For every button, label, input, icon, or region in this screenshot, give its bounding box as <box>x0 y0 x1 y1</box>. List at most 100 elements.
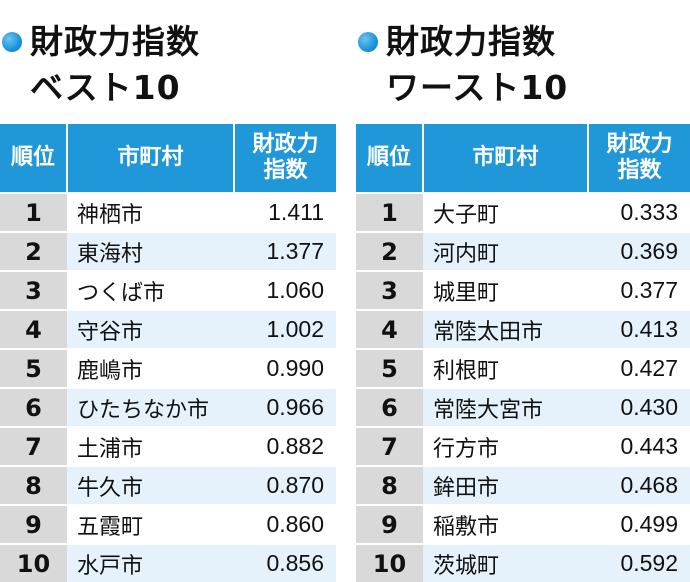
best-panel: 財政力指数 ベスト10 順位 市町村 財政力 指数 1 神栖市 1.411 2 東海村 1… <box>0 0 336 582</box>
table-row: 1 神栖市 1.411 <box>0 192 336 232</box>
table-row: 3 城里町 0.377 <box>356 270 690 310</box>
index-value-cell: 0.427 <box>588 348 690 388</box>
index-value-cell: 0.443 <box>588 426 690 466</box>
header-index: 財政力 指数 <box>587 124 690 193</box>
worst-table: 順位 市町村 財政力 指数 1 大子町 0.333 2 河内町 0.369 3 城里町 0.37… <box>356 124 690 582</box>
header-index: 財政力 指数 <box>233 124 336 193</box>
table-row: 9 稲敷市 0.499 <box>356 504 690 544</box>
rank-cell: 2 <box>356 231 423 271</box>
best-subtitle: ベスト10 <box>30 68 181 107</box>
index-value-cell: 0.990 <box>234 348 336 388</box>
index-value-cell: 0.369 <box>588 231 690 271</box>
city-cell: 常陸大宮市 <box>423 387 588 427</box>
worst-table-body: 1 大子町 0.333 2 河内町 0.369 3 城里町 0.377 4 常陸太田市 0.413 5 利… <box>356 192 690 582</box>
city-cell: 五霞町 <box>67 504 234 544</box>
index-value-cell: 1.060 <box>234 270 336 310</box>
table-row: 3 つくば市 1.060 <box>0 270 336 310</box>
rank-cell: 8 <box>0 465 67 505</box>
table-row: 2 河内町 0.369 <box>356 231 690 271</box>
table-row: 6 常陸大宮市 0.430 <box>356 387 690 427</box>
city-cell: 水戸市 <box>67 543 234 582</box>
index-value-cell: 0.592 <box>588 543 690 582</box>
worst-panel: 財政力指数 ワースト10 順位 市町村 財政力 指数 1 大子町 0.333 2 河内町… <box>356 0 690 582</box>
city-cell: 神栖市 <box>67 192 234 232</box>
header-rank: 順位 <box>0 124 67 193</box>
rank-cell: 6 <box>0 387 67 427</box>
header-rank: 順位 <box>356 124 423 193</box>
rank-cell: 3 <box>356 270 423 310</box>
city-cell: 東海村 <box>67 231 234 271</box>
city-cell: 城里町 <box>423 270 588 310</box>
rank-cell: 9 <box>0 504 67 544</box>
header-city: 市町村 <box>66 124 234 193</box>
rank-cell: 9 <box>356 504 423 544</box>
table-row: 8 牛久市 0.870 <box>0 465 336 505</box>
index-value-cell: 0.966 <box>234 387 336 427</box>
rank-cell: 3 <box>0 270 67 310</box>
table-row: 10 水戸市 0.856 <box>0 543 336 582</box>
rank-cell: 5 <box>356 348 423 388</box>
index-value-cell: 1.002 <box>234 309 336 349</box>
city-cell: 利根町 <box>423 348 588 388</box>
table-row: 5 鹿嶋市 0.990 <box>0 348 336 388</box>
city-cell: 行方市 <box>423 426 588 466</box>
rank-cell: 6 <box>356 387 423 427</box>
table-row: 7 土浦市 0.882 <box>0 426 336 466</box>
table-row: 1 大子町 0.333 <box>356 192 690 232</box>
table-row: 4 守谷市 1.002 <box>0 309 336 349</box>
worst-subtitle: ワースト10 <box>386 68 569 107</box>
rank-cell: 10 <box>0 543 67 582</box>
best-table-body: 1 神栖市 1.411 2 東海村 1.377 3 つくば市 1.060 4 守谷市 1.002 5 鹿嶋… <box>0 192 336 582</box>
index-value-cell: 1.411 <box>234 192 336 232</box>
index-value-cell: 0.499 <box>588 504 690 544</box>
index-value-cell: 0.413 <box>588 309 690 349</box>
city-cell: 鉾田市 <box>423 465 588 505</box>
city-cell: 鹿嶋市 <box>67 348 234 388</box>
table-row: 8 鉾田市 0.468 <box>356 465 690 505</box>
table-row: 10 茨城町 0.592 <box>356 543 690 582</box>
table-row: 9 五霞町 0.860 <box>0 504 336 544</box>
city-cell: 稲敷市 <box>423 504 588 544</box>
worst-heading: 財政力指数 ワースト10 <box>356 0 690 124</box>
rank-cell: 5 <box>0 348 67 388</box>
city-cell: 茨城町 <box>423 543 588 582</box>
rank-cell: 8 <box>356 465 423 505</box>
index-value-cell: 0.333 <box>588 192 690 232</box>
table-row: 6 ひたちなか市 0.966 <box>0 387 336 427</box>
city-cell: 常陸太田市 <box>423 309 588 349</box>
rank-cell: 2 <box>0 231 67 271</box>
city-cell: 守谷市 <box>67 309 234 349</box>
table-row: 5 利根町 0.427 <box>356 348 690 388</box>
worst-title: 財政力指数 <box>386 22 556 61</box>
index-value-cell: 0.430 <box>588 387 690 427</box>
best-heading: 財政力指数 ベスト10 <box>0 0 336 124</box>
index-value-cell: 0.860 <box>234 504 336 544</box>
rank-cell: 7 <box>356 426 423 466</box>
rank-cell: 4 <box>356 309 423 349</box>
table-row: 2 東海村 1.377 <box>0 231 336 271</box>
bullet-dot-icon <box>2 32 22 52</box>
city-cell: 大子町 <box>423 192 588 232</box>
best-table: 順位 市町村 財政力 指数 1 神栖市 1.411 2 東海村 1.377 3 つくば市 1.0… <box>0 124 336 582</box>
city-cell: 土浦市 <box>67 426 234 466</box>
header-city: 市町村 <box>422 124 588 193</box>
table-row: 7 行方市 0.443 <box>356 426 690 466</box>
index-value-cell: 0.377 <box>588 270 690 310</box>
table-row: 4 常陸太田市 0.413 <box>356 309 690 349</box>
city-cell: 牛久市 <box>67 465 234 505</box>
index-value-cell: 1.377 <box>234 231 336 271</box>
rank-cell: 1 <box>0 192 67 232</box>
city-cell: 河内町 <box>423 231 588 271</box>
bullet-dot-icon <box>358 32 378 52</box>
city-cell: ひたちなか市 <box>67 387 234 427</box>
index-value-cell: 0.882 <box>234 426 336 466</box>
index-value-cell: 0.856 <box>234 543 336 582</box>
index-value-cell: 0.468 <box>588 465 690 505</box>
index-value-cell: 0.870 <box>234 465 336 505</box>
rank-cell: 7 <box>0 426 67 466</box>
city-cell: つくば市 <box>67 270 234 310</box>
rank-cell: 4 <box>0 309 67 349</box>
rank-cell: 1 <box>356 192 423 232</box>
rank-cell: 10 <box>356 543 423 582</box>
best-title: 財政力指数 <box>30 22 200 61</box>
